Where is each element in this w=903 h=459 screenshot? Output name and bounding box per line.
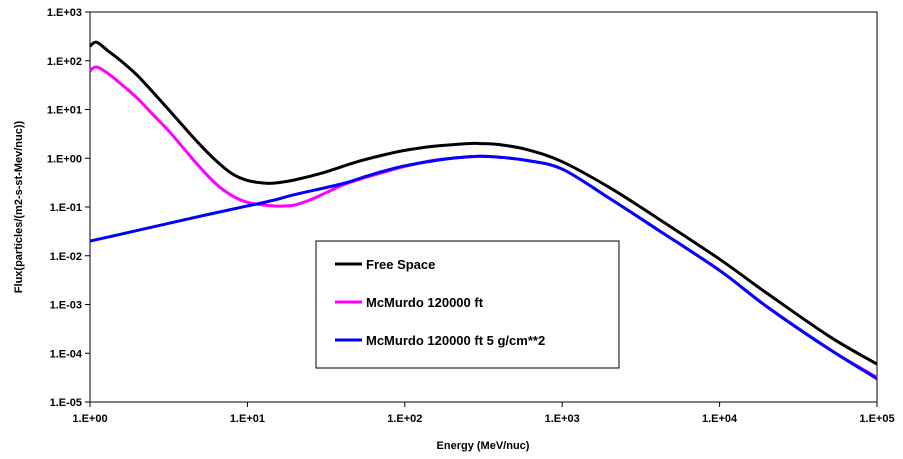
x-tick-label: 1.E+04 bbox=[702, 413, 738, 425]
y-tick-label: 1.E+02 bbox=[47, 56, 82, 68]
series-line-mcmurdo-shielded bbox=[89, 154, 878, 381]
legend-label-mcmurdo-shielded: McMurdo 120000 ft 5 g/cm**2 bbox=[366, 333, 545, 348]
y-tick-label: 1.E-02 bbox=[50, 251, 82, 263]
y-tick-label: 1.E+01 bbox=[47, 105, 82, 117]
y-tick-label: 1.E-05 bbox=[50, 397, 82, 409]
x-tick-label: 1.E+00 bbox=[72, 413, 107, 425]
legend: Free Space McMurdo 120000 ft McMurdo 120… bbox=[315, 240, 620, 369]
y-tick-label: 1.E+03 bbox=[47, 7, 82, 19]
y-tick-label: 1.E-04 bbox=[50, 348, 83, 360]
y-axis: 1.E-05 1.E-04 1.E-03 1.E-02 1.E-01 1.E+00 1.E+… bbox=[47, 7, 90, 409]
series-layer bbox=[89, 40, 878, 381]
y-tick-label: 1.E+00 bbox=[47, 153, 82, 165]
x-tick-label: 1.E+03 bbox=[545, 413, 580, 425]
x-tick-label: 1.E+05 bbox=[859, 413, 894, 425]
legend-label-mcmurdo: McMurdo 120000 ft bbox=[366, 295, 484, 310]
legend-box bbox=[315, 240, 620, 369]
x-tick-label: 1.E+02 bbox=[387, 413, 422, 425]
x-tick-label: 1.E+01 bbox=[230, 413, 265, 425]
y-tick-label: 1.E-03 bbox=[50, 300, 82, 312]
y-axis-title: Flux(particles/(m2-s-st-Mev/nuc)) bbox=[13, 120, 25, 293]
series-line-free-space bbox=[89, 40, 878, 366]
legend-label-free-space: Free Space bbox=[366, 257, 435, 272]
y-tick-label: 1.E-01 bbox=[50, 202, 82, 214]
x-axis: 1.E+00 1.E+01 1.E+02 1.E+03 1.E+04 1.E+05 bbox=[72, 402, 895, 425]
x-axis-title: Energy (MeV/nuc) bbox=[437, 440, 530, 452]
